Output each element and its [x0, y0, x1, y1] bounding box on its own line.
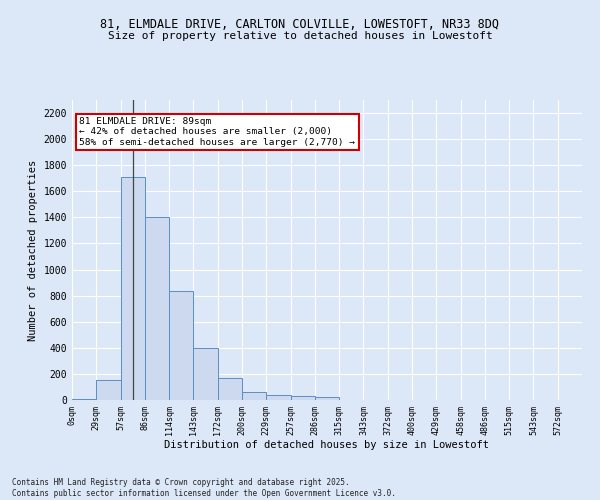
Text: Size of property relative to detached houses in Lowestoft: Size of property relative to detached ho… [107, 31, 493, 41]
Text: 81 ELMDALE DRIVE: 89sqm
← 42% of detached houses are smaller (2,000)
58% of semi: 81 ELMDALE DRIVE: 89sqm ← 42% of detache… [79, 117, 355, 147]
Y-axis label: Number of detached properties: Number of detached properties [28, 160, 38, 340]
Bar [96, 380, 121, 400]
X-axis label: Distribution of detached houses by size in Lowestoft: Distribution of detached houses by size … [164, 440, 490, 450]
Bar [72, 398, 96, 400]
Bar [218, 378, 242, 400]
Bar [121, 177, 145, 400]
Bar [145, 218, 169, 400]
Text: Contains HM Land Registry data © Crown copyright and database right 2025.
Contai: Contains HM Land Registry data © Crown c… [12, 478, 396, 498]
Bar [315, 396, 339, 400]
Bar [193, 348, 218, 400]
Text: 81, ELMDALE DRIVE, CARLTON COLVILLE, LOWESTOFT, NR33 8DQ: 81, ELMDALE DRIVE, CARLTON COLVILLE, LOW… [101, 18, 499, 30]
Bar [242, 392, 266, 400]
Bar [169, 291, 193, 400]
Bar [266, 395, 290, 400]
Bar [290, 396, 315, 400]
